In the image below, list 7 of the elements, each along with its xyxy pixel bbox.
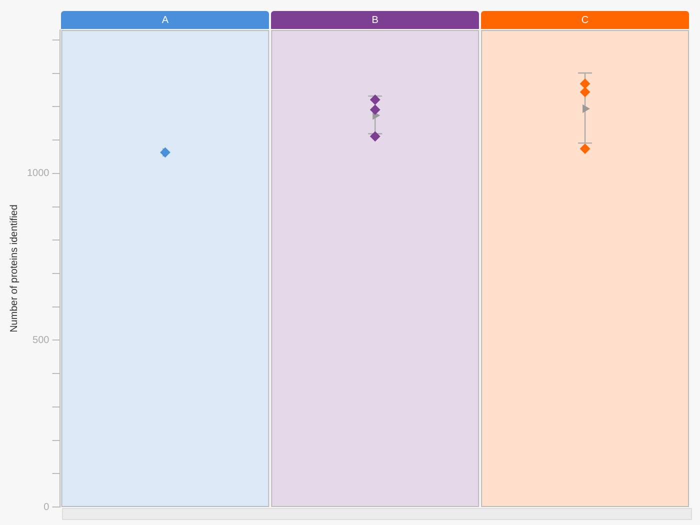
y-tick-label: 0 — [44, 502, 50, 513]
x-tick-label: A — [162, 14, 169, 26]
y-tick-label: 1000 — [26, 168, 50, 180]
y-tick-label: 500 — [32, 334, 50, 346]
x-tick-label: C — [581, 14, 589, 26]
y-axis-title: Number of proteins identified — [8, 204, 20, 332]
x-tick-label: B — [372, 14, 379, 26]
